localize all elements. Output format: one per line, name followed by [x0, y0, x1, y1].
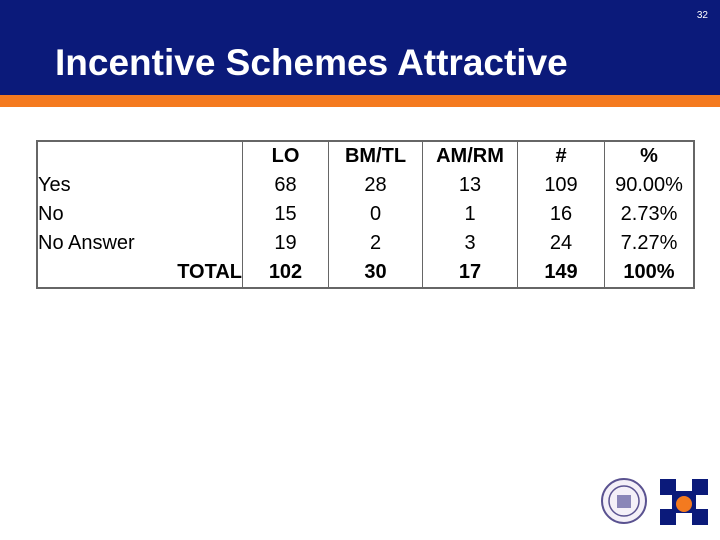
- seal-ring: [608, 485, 640, 517]
- cell: 13: [422, 171, 518, 200]
- cell: 1: [422, 200, 518, 229]
- cell: 2: [328, 229, 423, 258]
- cell: 24: [517, 229, 605, 258]
- logos: [601, 478, 708, 525]
- accent-band: [0, 95, 720, 107]
- column-header: AM/RM: [422, 141, 518, 171]
- cell: 15: [242, 200, 329, 229]
- header-row: LO BM/TL AM/RM #%: [36, 141, 695, 171]
- cell: 3: [422, 229, 518, 258]
- data-table: LO BM/TL AM/RM #% Yes 68 28 13 109 90.00% No 15 0 1 16…: [36, 140, 695, 289]
- cell: 7.27%: [604, 229, 695, 258]
- column-header: #: [517, 141, 605, 171]
- cell: 30: [328, 258, 423, 288]
- cell: 68: [242, 171, 329, 200]
- cell: 149: [517, 258, 605, 288]
- column-header: LO: [242, 141, 329, 171]
- cell: 100%: [604, 258, 695, 288]
- slide-number: 32: [696, 10, 708, 21]
- row-label: No Answer: [36, 229, 243, 258]
- seal-center: [617, 495, 631, 508]
- bank-logo-notch: [676, 513, 692, 525]
- cell: 28: [328, 171, 423, 200]
- cell: 109: [517, 171, 605, 200]
- cell: 102: [242, 258, 329, 288]
- column-header: %: [604, 141, 695, 171]
- data-row: No Answer 19 2 3 24 7.27%: [36, 229, 695, 258]
- row-label: Yes: [36, 171, 243, 200]
- header-bar: [0, 0, 720, 95]
- cell: 90.00%: [604, 171, 695, 200]
- data-row: No 15 0 1 16 2.73%: [36, 200, 695, 229]
- cell: 0: [328, 200, 423, 229]
- column-header: BM/TL: [328, 141, 423, 171]
- total-row: TOTAL 102 30 17 149 100%: [36, 258, 695, 288]
- bank-logo-notch: [660, 495, 672, 509]
- cell: 16: [517, 200, 605, 229]
- slide-title: Incentive Schemes Attractive: [55, 42, 568, 83]
- row-label: TOTAL: [36, 258, 243, 288]
- bank-logo-notch: [696, 495, 708, 509]
- data-row: Yes 68 28 13 109 90.00%: [36, 171, 695, 200]
- cell: 2.73%: [604, 200, 695, 229]
- cell: 17: [422, 258, 518, 288]
- corner-cell: [36, 141, 243, 171]
- bank-logo-notch: [676, 479, 692, 491]
- cell: 19: [242, 229, 329, 258]
- bank-logo-dot: [676, 496, 692, 512]
- row-label: No: [36, 200, 243, 229]
